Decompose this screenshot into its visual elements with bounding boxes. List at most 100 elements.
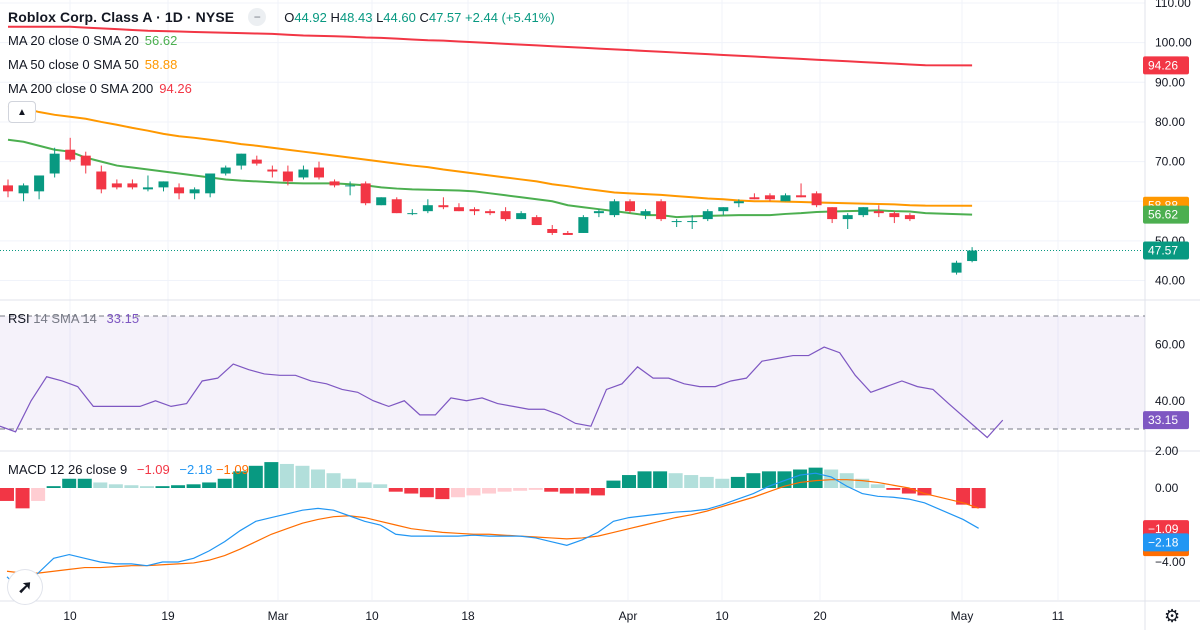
candle xyxy=(360,183,371,204)
macd-legend[interactable]: MACD 12 26 close 9 −1.09 −2.18 −1.09 xyxy=(8,462,249,477)
high-value: 48.43 xyxy=(339,9,373,25)
ma20-price-tag: 56.62 xyxy=(1148,208,1178,222)
rsi-legend-value: 33.15 xyxy=(106,311,140,326)
candle xyxy=(49,153,60,174)
candle xyxy=(687,221,698,223)
candle xyxy=(158,181,169,188)
macd-histogram-bar xyxy=(77,478,92,488)
macd-line xyxy=(6,472,979,593)
macd-histogram-bar xyxy=(217,478,232,488)
candle xyxy=(516,213,527,220)
collapse-legend-button[interactable]: ▲ xyxy=(8,101,36,123)
macd-histogram-bar xyxy=(279,463,294,488)
macd-histogram-bar xyxy=(326,473,341,488)
candle xyxy=(733,201,744,204)
candle xyxy=(640,211,651,216)
macd-histogram-bar xyxy=(93,482,108,488)
candle xyxy=(578,217,589,233)
macd-histogram-bar xyxy=(808,467,823,488)
candle xyxy=(314,167,324,178)
macd-histogram-bar xyxy=(466,488,481,496)
candle xyxy=(65,149,76,160)
candle xyxy=(329,181,340,186)
macd-histogram-bar xyxy=(715,478,730,488)
macd-histogram-bar xyxy=(388,488,403,492)
macd-histogram-bar xyxy=(342,478,357,488)
candle xyxy=(671,221,682,223)
macd-histogram-bar xyxy=(186,484,201,488)
chevron-up-icon: ▲ xyxy=(17,106,27,118)
macd-histogram-bar xyxy=(0,488,14,501)
candle xyxy=(796,195,807,198)
macd-histogram-bar xyxy=(606,480,621,488)
low-value: 44.60 xyxy=(383,9,416,25)
high-label: H xyxy=(330,9,340,25)
ma20-legend[interactable]: MA 20 close 0 SMA 20 56.62 xyxy=(8,33,177,48)
macd-histogram-bar xyxy=(202,482,217,488)
macd-histogram-bar xyxy=(404,488,419,494)
candle xyxy=(500,211,511,220)
x-tick-label: 10 xyxy=(63,609,77,623)
candle xyxy=(780,195,791,202)
ma200-legend-value: 94.26 xyxy=(159,81,192,96)
candle xyxy=(298,169,309,178)
price-tick-label: 90.00 xyxy=(1155,75,1185,89)
x-tick-label: 19 xyxy=(161,609,175,623)
candle xyxy=(593,211,604,214)
candle xyxy=(531,217,542,226)
macd-histogram-bar xyxy=(311,469,325,488)
x-tick-label: 18 xyxy=(461,609,475,623)
price-tick-label: 70.00 xyxy=(1155,155,1185,169)
candle xyxy=(609,201,620,216)
candle xyxy=(469,209,480,212)
candle xyxy=(407,213,418,215)
macd-histogram-bar xyxy=(971,488,986,509)
last-price-tag: 47.57 xyxy=(1148,244,1178,258)
close-label: C xyxy=(419,9,429,25)
candle xyxy=(422,205,433,212)
macd-histogram-bar xyxy=(62,478,77,488)
tradingview-logo-icon[interactable]: ➚ xyxy=(8,570,42,604)
ma200-legend[interactable]: MA 200 close 0 SMA 200 94.26 xyxy=(8,81,192,96)
rsi-value-tag: 33.15 xyxy=(1148,413,1178,427)
macd-histogram-bar xyxy=(917,488,932,496)
ohlc-readout: O44.92 H48.43 L44.60 C47.57 +2.44 (+5.41… xyxy=(284,10,554,25)
macd-histogram-bar xyxy=(824,469,839,488)
open-value: 44.92 xyxy=(294,9,327,25)
macd-histogram-bar xyxy=(559,488,574,494)
candle xyxy=(951,262,962,273)
candle xyxy=(858,207,869,216)
candle xyxy=(547,229,558,233)
macd-histogram-bar xyxy=(264,462,279,488)
candle xyxy=(702,211,713,220)
ma50-legend[interactable]: MA 50 close 0 SMA 50 58.88 xyxy=(8,57,177,72)
open-label: O xyxy=(284,9,295,25)
candle xyxy=(174,187,185,194)
macd-value-tag: −2.18 xyxy=(1148,535,1179,549)
more-options-icon[interactable]: − xyxy=(248,8,267,26)
macd-legend-label: MACD xyxy=(8,462,47,477)
macd-histogram-bar xyxy=(46,486,61,488)
candle xyxy=(282,171,293,182)
candle xyxy=(811,193,822,206)
macd-histogram-bar xyxy=(528,488,543,490)
candle xyxy=(718,207,729,212)
symbol-title[interactable]: Roblox Corp. Class A · 1D · NYSE xyxy=(8,9,235,25)
candle xyxy=(205,173,216,194)
header-row: Roblox Corp. Class A · 1D · NYSE − O44.9… xyxy=(8,8,555,26)
price-tick-label: 100.00 xyxy=(1155,36,1192,50)
macd-histogram-bar xyxy=(590,488,605,496)
macd-histogram-bar xyxy=(793,469,808,488)
ma200-line xyxy=(8,25,973,67)
x-tick-label: Mar xyxy=(268,609,289,623)
price-tick-label: 110.00 xyxy=(1155,0,1191,10)
price-tick-label: 80.00 xyxy=(1155,115,1185,129)
macd-histogram-bar xyxy=(171,485,186,488)
x-tick-label: 10 xyxy=(715,609,729,623)
macd-histogram-bar xyxy=(855,478,870,488)
macd-histogram-bar xyxy=(373,484,388,488)
gear-icon[interactable]: ⚙ xyxy=(1164,606,1181,626)
rsi-band xyxy=(0,316,1145,429)
rsi-legend[interactable]: RSI 14 SMA 14 33.15 xyxy=(8,311,139,326)
